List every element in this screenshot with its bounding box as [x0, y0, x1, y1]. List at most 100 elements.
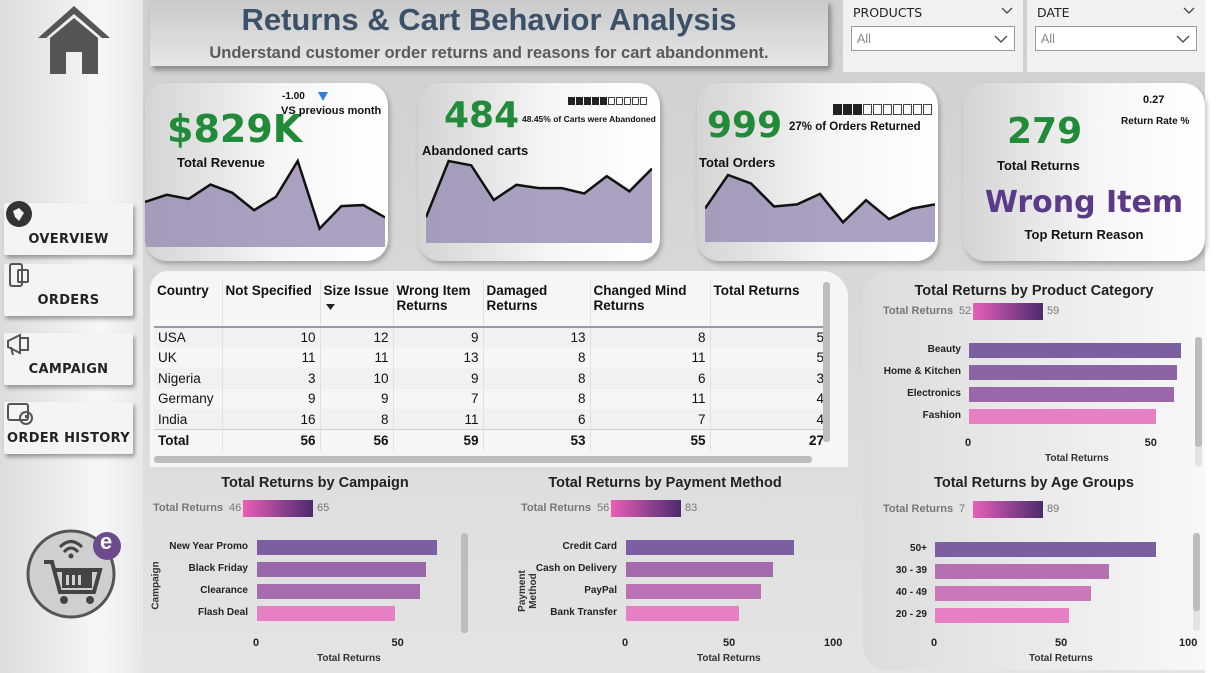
nav-order-history-button[interactable]: ORDER HISTORY: [4, 402, 133, 454]
bar[interactable]: [935, 586, 1092, 601]
total-cell: 55: [589, 429, 710, 450]
bar[interactable]: [969, 365, 1178, 380]
value-cell: 7: [392, 388, 483, 409]
category-label: Electronics: [907, 388, 961, 399]
value-cell: 10: [319, 368, 393, 389]
table-header[interactable]: Damaged Returns: [482, 279, 590, 328]
progress-block: [576, 97, 583, 105]
revenue-card: $829K Total Revenue -1.00 VS previous mo…: [145, 83, 388, 261]
nav-order-history-label: ORDER HISTORY: [7, 431, 130, 446]
country-cell: Germany: [158, 391, 214, 407]
table-row[interactable]: UK 11 11 13 8 11 5: [154, 347, 828, 368]
legend-min: 52: [959, 305, 972, 317]
products-dropdown[interactable]: All: [851, 26, 1015, 51]
value-cell: 9: [221, 388, 320, 409]
legend-label: Total Returns: [521, 502, 592, 514]
table-horizontal-scrollbar[interactable]: [154, 456, 812, 463]
bar[interactable]: [626, 584, 762, 599]
table-header-label: Size Issue: [323, 283, 389, 298]
table-row[interactable]: USA 10 12 9 13 8 5: [154, 327, 828, 348]
table-row[interactable]: Nigeria 3 10 9 8 6 3: [154, 368, 828, 389]
chart-vertical-scrollbar[interactable]: [1195, 337, 1202, 447]
progress-block: [853, 104, 862, 115]
progress-block: [923, 104, 932, 115]
bar[interactable]: [257, 540, 437, 555]
y-axis-title: Payment Method: [517, 570, 539, 612]
bar[interactable]: [969, 409, 1156, 424]
category-label: Beauty: [927, 344, 961, 355]
table-header[interactable]: Wrong Item Returns: [392, 279, 483, 328]
bar[interactable]: [626, 606, 740, 621]
title-banner: Returns & Cart Behavior Analysis Underst…: [150, 0, 828, 66]
bar[interactable]: [969, 343, 1181, 358]
value-cell: 6: [589, 368, 710, 389]
table-row[interactable]: Germany 9 9 7 8 11 4: [154, 388, 828, 409]
legend-gradient: [611, 500, 681, 517]
orders-value: 999: [707, 105, 783, 146]
table-header-sorted[interactable]: Size Issue: [319, 279, 393, 328]
revenue-delta: -1.00: [282, 91, 305, 102]
category-label: 50+: [910, 543, 927, 554]
legend-label: Total Returns: [153, 502, 224, 514]
value-cell: 9: [392, 368, 483, 389]
returns-value: 279: [1007, 111, 1083, 152]
nav-campaign-button[interactable]: CAMPAIGN: [4, 333, 133, 385]
abandoned-label: Abandoned carts: [422, 143, 529, 158]
bar[interactable]: [935, 608, 1069, 623]
x-tick-label: 0: [622, 637, 629, 649]
x-tick-label: 0: [931, 637, 938, 649]
bar[interactable]: [626, 562, 774, 577]
products-slicer: PRODUCTS All: [843, 0, 1023, 72]
orders-progress: [833, 104, 932, 115]
sort-down-icon: [325, 304, 335, 310]
value-cell: 16: [221, 409, 320, 430]
bar[interactable]: [257, 562, 426, 577]
orders-label: Total Orders: [699, 155, 776, 170]
legend-gradient: [243, 500, 313, 517]
chart-title: Total Returns by Product Category: [914, 283, 1154, 299]
bar[interactable]: [257, 606, 396, 621]
table-header[interactable]: Changed Mind Returns: [589, 279, 710, 328]
progress-block: [883, 104, 892, 115]
progress-block: [833, 104, 842, 115]
chevron-down-icon[interactable]: [1001, 4, 1013, 16]
returns-by-country-table: Country Not Specified Size Issue Wrong I…: [154, 279, 828, 450]
chevron-down-icon: [1176, 35, 1190, 43]
home-icon[interactable]: [36, 4, 112, 76]
orders-note: 27% of Orders Returned: [789, 121, 921, 133]
progress-block: [600, 97, 607, 105]
history-icon: [7, 403, 33, 425]
date-dropdown[interactable]: All: [1035, 26, 1197, 51]
nav-orders-label: ORDERS: [37, 293, 100, 308]
sparkline-line: [705, 173, 935, 225]
abandoned-sparkline: [426, 159, 652, 243]
table-vertical-scrollbar[interactable]: [823, 282, 830, 442]
category-label: New Year Promo: [169, 541, 248, 552]
total-cell: 27: [709, 429, 828, 450]
category-label: Fashion: [922, 410, 961, 421]
bar[interactable]: [935, 564, 1109, 579]
sparkline-area: [705, 175, 935, 242]
chevron-down-icon[interactable]: [1183, 4, 1195, 16]
table-header[interactable]: Country: [154, 279, 222, 328]
table-header[interactable]: Total Returns: [709, 279, 828, 328]
bar[interactable]: [935, 542, 1156, 557]
abandoned-card: 484 Abandoned carts 48.45% of Carts were…: [418, 83, 660, 261]
bar[interactable]: [257, 584, 421, 599]
value-cell: 11: [392, 409, 483, 430]
table-header[interactable]: Not Specified: [221, 279, 320, 328]
chart-vertical-scrollbar[interactable]: [461, 533, 468, 633]
bar[interactable]: [969, 387, 1174, 402]
nav-orders-button[interactable]: ORDERS: [4, 263, 133, 316]
progress-block: [592, 97, 599, 105]
revenue-sparkline: [145, 158, 385, 247]
table-row[interactable]: India 16 8 11 6 7 4: [154, 409, 828, 430]
bar[interactable]: [626, 540, 794, 555]
category-label: Black Friday: [188, 563, 248, 574]
chart-vertical-scrollbar[interactable]: [1193, 533, 1200, 611]
value-cell: 12: [319, 327, 393, 348]
revenue-value: $829K: [167, 107, 303, 151]
revenue-delta-label: VS previous month: [281, 105, 382, 117]
top-return-reason-label: Top Return Reason: [1024, 227, 1144, 242]
nav-overview-button[interactable]: OVERVIEW: [4, 201, 133, 255]
